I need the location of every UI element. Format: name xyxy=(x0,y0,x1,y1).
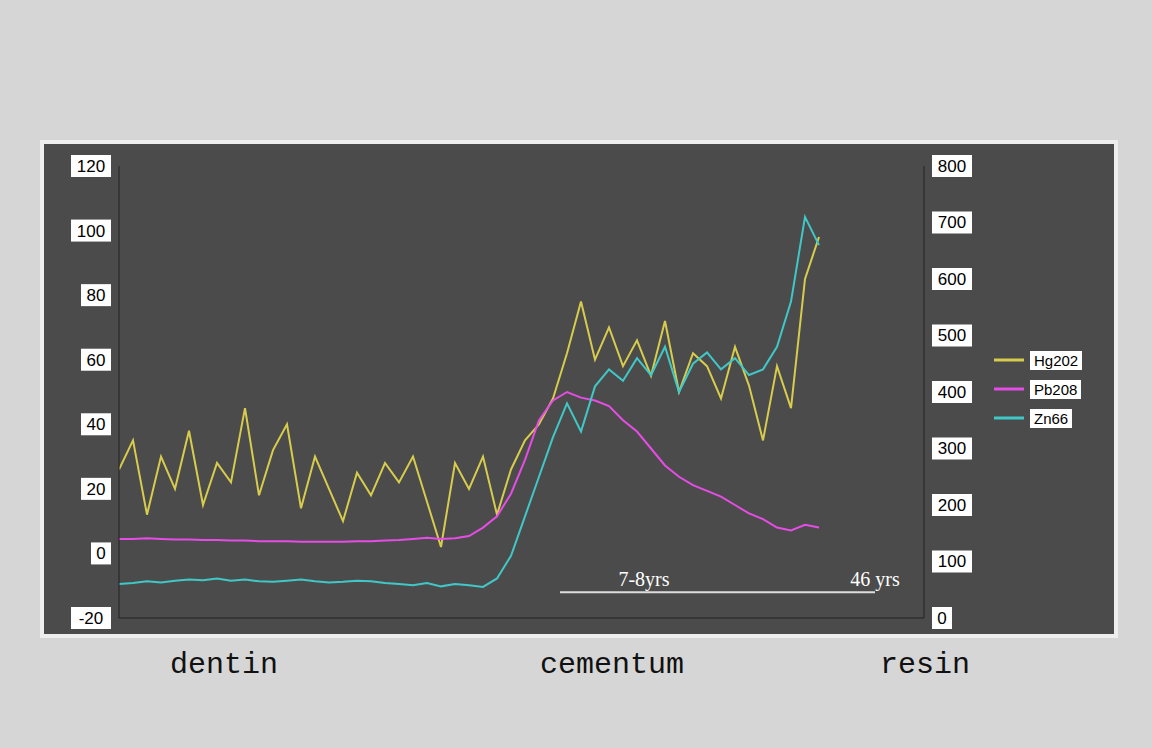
svg-text:80: 80 xyxy=(87,286,106,305)
svg-text:0: 0 xyxy=(96,544,105,563)
svg-text:500: 500 xyxy=(938,326,966,345)
svg-text:40: 40 xyxy=(87,415,106,434)
svg-text:700: 700 xyxy=(938,213,966,232)
svg-text:46 yrs: 46 yrs xyxy=(850,568,900,591)
svg-text:7-8yrs: 7-8yrs xyxy=(618,568,669,591)
svg-text:800: 800 xyxy=(938,157,966,176)
svg-text:-20: -20 xyxy=(79,609,104,628)
html-text:Pb208: Pb208 xyxy=(1034,380,1078,398)
svg-text:100: 100 xyxy=(938,552,966,571)
svg-text:60: 60 xyxy=(87,351,106,370)
svg-text:600: 600 xyxy=(938,270,966,289)
html-text:Hg202: Hg202 xyxy=(1034,351,1079,369)
svg-text:200: 200 xyxy=(938,496,966,515)
svg-text:300: 300 xyxy=(938,439,966,458)
html-text:Zn66: Zn66 xyxy=(1034,409,1069,427)
svg-text:20: 20 xyxy=(87,480,106,499)
svg-text:400: 400 xyxy=(938,383,966,402)
html-text:dentin: dentin xyxy=(170,648,278,682)
svg-text:0: 0 xyxy=(937,609,946,628)
svg-text:100: 100 xyxy=(77,222,105,241)
svg-text:120: 120 xyxy=(77,157,105,176)
html-text:cementum: cementum xyxy=(540,648,684,682)
html-text:resin: resin xyxy=(880,648,970,682)
